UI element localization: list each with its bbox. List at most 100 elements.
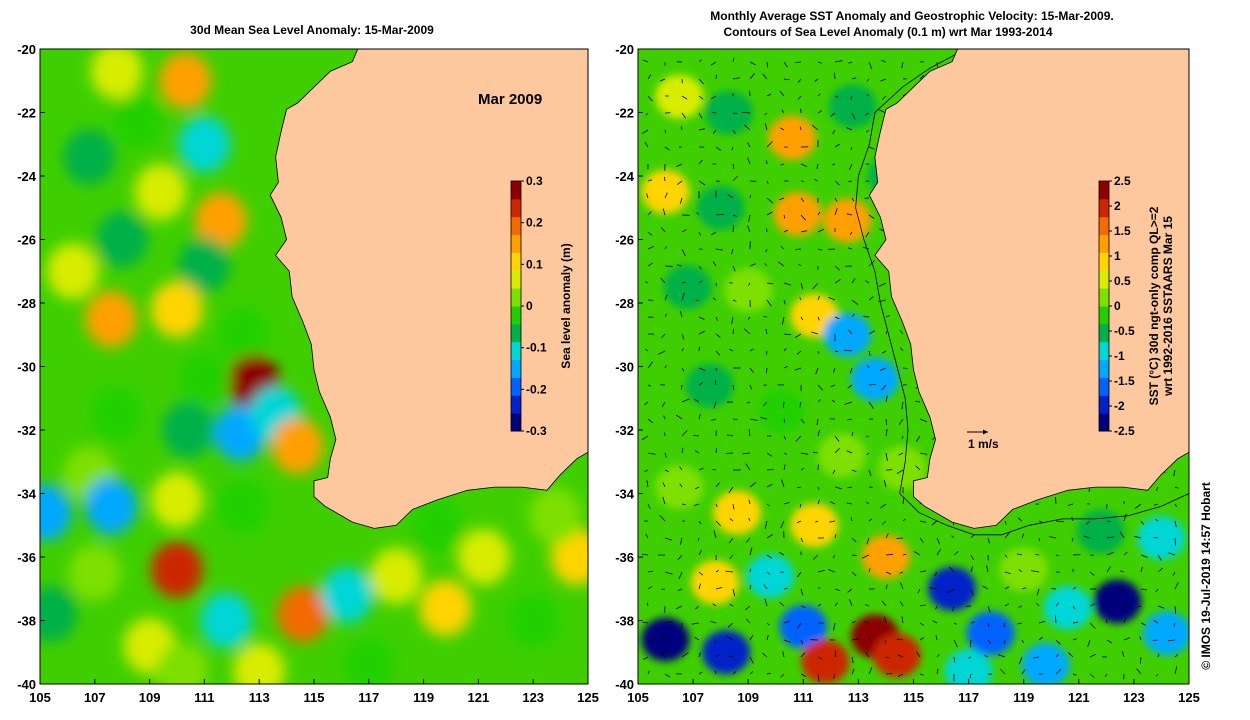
velocity-vector xyxy=(1003,622,1006,628)
velocity-vector xyxy=(762,73,768,80)
velocity-vector xyxy=(728,486,734,494)
velocity-vector xyxy=(729,554,734,560)
velocity-vector xyxy=(851,278,856,284)
velocity-vector xyxy=(936,61,938,68)
velocity-vector xyxy=(800,605,806,608)
velocity-vector xyxy=(1153,503,1159,506)
velocity-vector xyxy=(766,483,773,488)
colorbar-segment xyxy=(1099,216,1109,236)
velocity-vector xyxy=(663,415,666,420)
velocity-vector xyxy=(813,451,819,454)
velocity-vector xyxy=(663,176,666,182)
anomaly-blob xyxy=(96,211,149,268)
velocity-vector xyxy=(1118,588,1125,592)
velocity-vector xyxy=(698,159,703,165)
x-tick-label: 113 xyxy=(249,690,270,705)
y-tick-label: -26 xyxy=(615,233,634,248)
velocity-vector xyxy=(902,553,907,556)
velocity-vector xyxy=(968,656,972,659)
velocity-vector xyxy=(936,548,942,556)
velocity-vector xyxy=(748,214,751,222)
velocity-vector xyxy=(817,499,820,505)
y-tick-label: -20 xyxy=(615,42,634,57)
velocity-vector xyxy=(1140,622,1146,626)
velocity-vector xyxy=(1140,588,1148,591)
velocity-vector xyxy=(712,111,717,114)
anomaly-blob xyxy=(944,649,993,684)
velocity-vector xyxy=(645,348,649,352)
x-tick-label: 105 xyxy=(627,690,649,705)
velocity-vector xyxy=(932,620,938,624)
velocity-vector xyxy=(851,668,855,675)
velocity-vector xyxy=(800,452,809,455)
anomaly-blob xyxy=(1043,585,1092,630)
velocity-vector xyxy=(713,530,717,539)
velocity-vector xyxy=(783,333,791,336)
velocity-vector xyxy=(830,384,836,388)
anomaly-blob xyxy=(1076,509,1125,554)
velocity-vector xyxy=(766,159,768,165)
velocity-vector xyxy=(897,673,904,677)
velocity-vector xyxy=(1155,673,1159,677)
velocity-vector xyxy=(766,93,772,97)
velocity-vector xyxy=(1049,536,1057,539)
velocity-vector xyxy=(951,535,955,539)
velocity-vector xyxy=(799,503,802,508)
velocity-vector xyxy=(698,95,704,100)
anomaly-blob xyxy=(704,90,753,135)
velocity-vector xyxy=(1157,605,1165,609)
velocity-vector xyxy=(1174,486,1179,489)
velocity-vector xyxy=(1038,636,1044,641)
anomaly-blob xyxy=(178,351,231,408)
velocity-vector xyxy=(1174,520,1177,527)
velocity-vector xyxy=(698,180,706,186)
anomaly-blob xyxy=(419,579,472,636)
right-title-line1: Monthly Average SST Anomaly and Geostrop… xyxy=(710,9,1113,23)
velocity-vector xyxy=(714,639,717,644)
velocity-vector xyxy=(697,537,700,542)
velocity-vector xyxy=(681,503,686,506)
velocity-vector xyxy=(732,112,738,114)
velocity-vector xyxy=(814,78,819,82)
left-x-axis: 105 107 109 111 113 115 117 119 121 123 125 xyxy=(29,679,599,705)
velocity-vector xyxy=(779,90,785,97)
velocity-vector xyxy=(885,571,892,575)
velocity-vector xyxy=(863,316,870,318)
velocity-vector xyxy=(714,670,717,675)
velocity-vector xyxy=(851,571,857,577)
velocity-vector xyxy=(868,61,873,70)
velocity-vector xyxy=(1018,569,1023,573)
velocity-vector xyxy=(1123,604,1130,607)
velocity-vector xyxy=(1004,586,1010,590)
velocity-vector xyxy=(742,452,751,455)
x-tick-label: 125 xyxy=(577,690,599,705)
velocity-vector xyxy=(1055,654,1059,658)
velocity-vector xyxy=(642,656,649,660)
velocity-vector xyxy=(764,263,768,267)
velocity-vector xyxy=(1123,513,1127,522)
velocity-vector xyxy=(694,636,700,641)
velocity-vector xyxy=(647,503,651,509)
velocity-vector xyxy=(762,652,768,658)
anomaly-blob xyxy=(216,306,269,363)
y-tick-label: -38 xyxy=(17,614,36,629)
anomaly-blob xyxy=(159,52,212,109)
velocity-vector xyxy=(1021,587,1027,590)
velocity-vector xyxy=(1032,656,1040,659)
velocity-vector xyxy=(902,498,904,505)
anomaly-blob xyxy=(46,243,99,300)
velocity-vector xyxy=(766,622,770,626)
velocity-vector xyxy=(863,620,870,624)
velocity-vector xyxy=(646,602,649,607)
velocity-vector xyxy=(698,316,705,320)
velocity-vector xyxy=(680,311,683,318)
x-tick-label: 105 xyxy=(29,690,51,705)
velocity-vector xyxy=(851,656,854,664)
velocity-vector xyxy=(742,111,751,114)
anomaly-blob xyxy=(724,268,773,313)
velocity-vector xyxy=(817,316,820,321)
velocity-vector xyxy=(660,227,666,233)
velocity-vector xyxy=(748,517,751,522)
anomaly-blob xyxy=(178,116,231,173)
velocity-vector xyxy=(919,570,927,573)
